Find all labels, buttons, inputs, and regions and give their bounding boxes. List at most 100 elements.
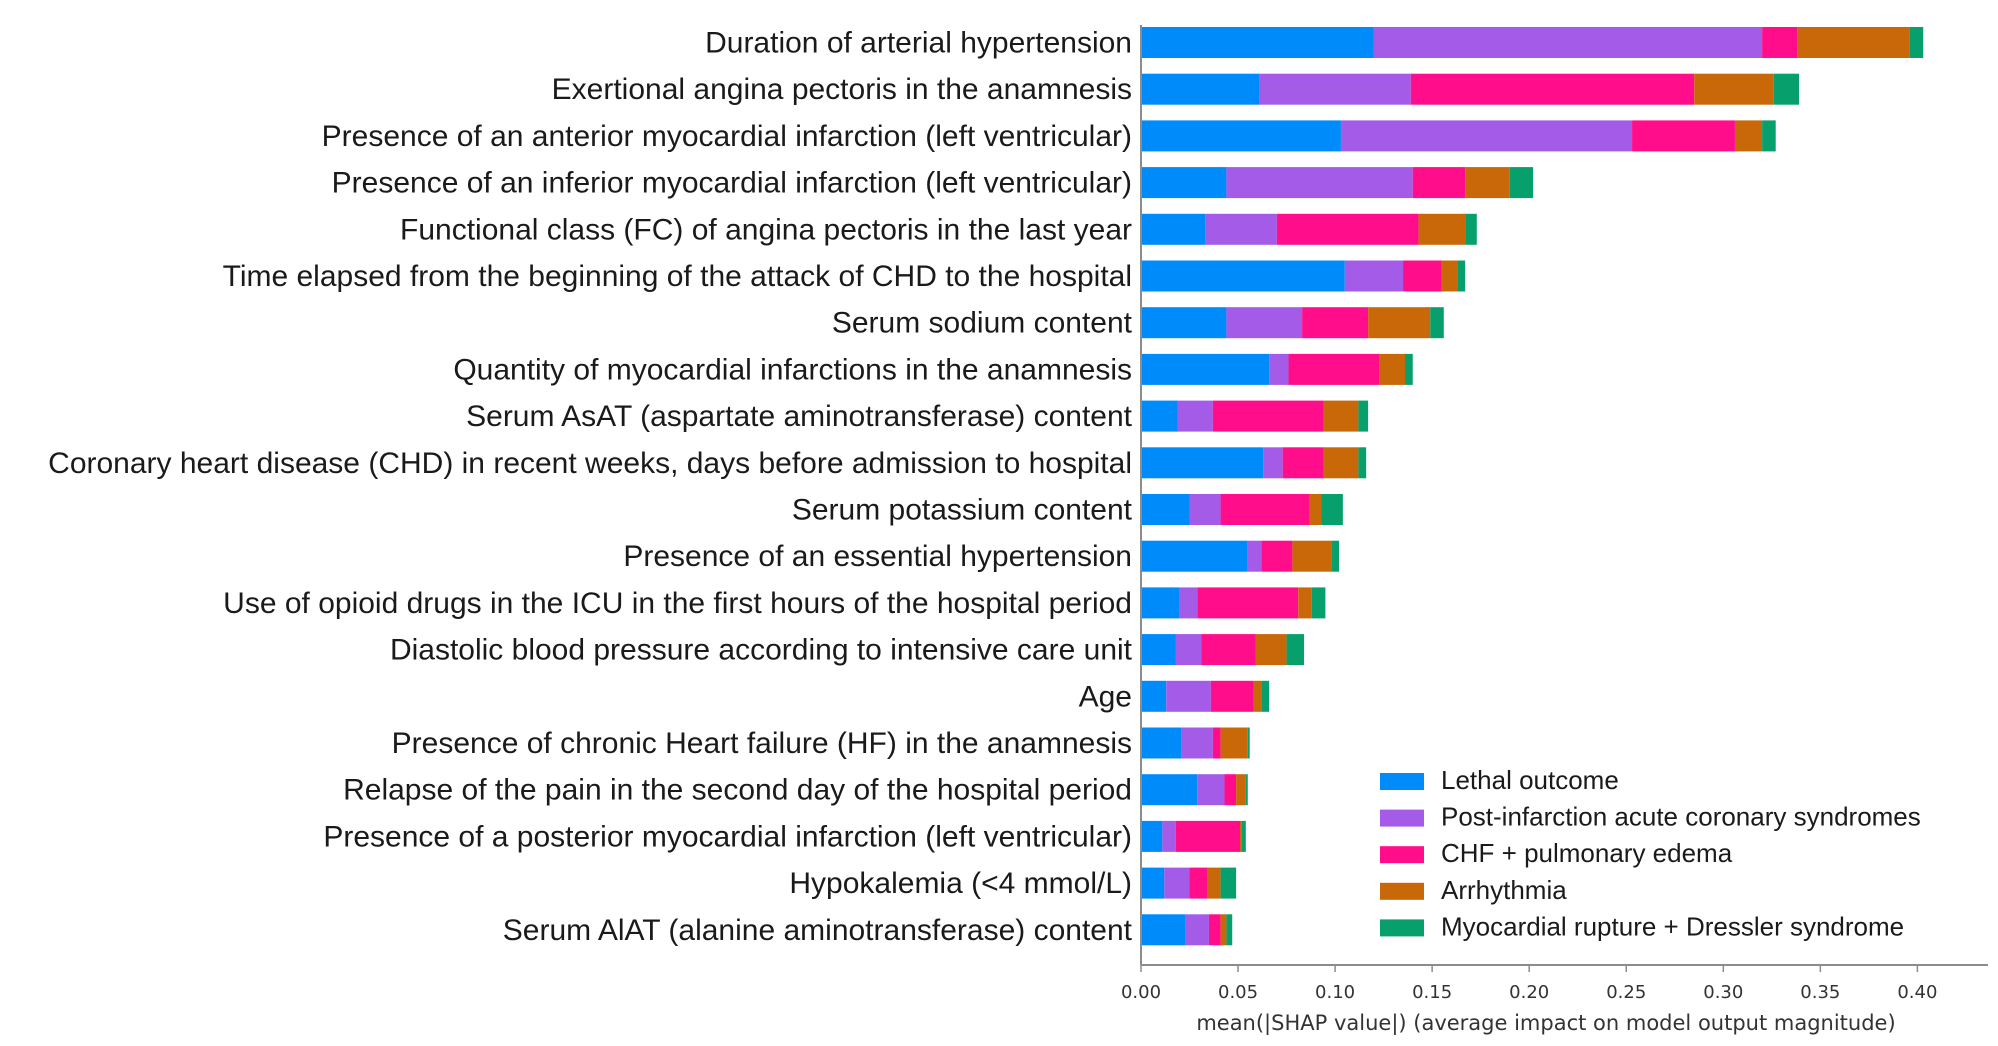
- legend-swatch-arrhythmia: [1380, 882, 1424, 900]
- bar-segment-chf-pulmonary-edema-12: [1261, 540, 1293, 572]
- bar-segment-lethal-outcome-4: [1141, 167, 1227, 199]
- bar-segment-myocardial-rupture-dressler-syndrome-7: [1430, 307, 1444, 339]
- bar-segment-arrhythmia-10: [1323, 447, 1359, 479]
- legend-swatch-post-infarction-acute-coronary-syndromes: [1380, 809, 1424, 827]
- bar-segment-lethal-outcome-15: [1141, 680, 1167, 712]
- bar-segment-myocardial-rupture-dressler-syndrome-14: [1286, 634, 1305, 666]
- bar-segment-arrhythmia-7: [1368, 307, 1431, 339]
- bar-segment-lethal-outcome-6: [1141, 260, 1345, 292]
- bar-segment-arrhythmia-4: [1465, 167, 1510, 199]
- legend-swatch-myocardial-rupture-dressler-syndrome: [1380, 919, 1424, 937]
- legend-label: Post-infarction acute coronary syndromes: [1441, 802, 1921, 832]
- bar-segment-post-infarction-acute-coronary-syndromes-16: [1181, 727, 1213, 759]
- bar-segment-chf-pulmonary-edema-9: [1212, 400, 1324, 432]
- bar-segment-chf-pulmonary-edema-14: [1201, 634, 1256, 666]
- bar-segment-post-infarction-acute-coronary-syndromes-13: [1179, 587, 1198, 619]
- bar-segment-myocardial-rupture-dressler-syndrome-18: [1241, 820, 1246, 852]
- bar-segment-arrhythmia-5: [1418, 213, 1466, 245]
- category-label: Relapse of the pain in the second day of…: [343, 774, 1132, 807]
- bar-segment-post-infarction-acute-coronary-syndromes-19: [1164, 867, 1190, 899]
- x-tick-label: 0.20: [1509, 982, 1549, 1003]
- bar-segment-post-infarction-acute-coronary-syndromes-6: [1344, 260, 1404, 292]
- bar-segment-chf-pulmonary-edema-15: [1210, 680, 1254, 712]
- bar-segment-chf-pulmonary-edema-6: [1403, 260, 1442, 292]
- bar-segment-post-infarction-acute-coronary-syndromes-17: [1197, 774, 1225, 806]
- category-label: Use of opioid drugs in the ICU in the fi…: [223, 587, 1132, 620]
- bar-segment-lethal-outcome-2: [1141, 73, 1260, 105]
- bar-segment-myocardial-rupture-dressler-syndrome-3: [1762, 120, 1776, 152]
- bar-segment-post-infarction-acute-coronary-syndromes-20: [1185, 914, 1209, 946]
- bar-segment-lethal-outcome-1: [1141, 27, 1374, 58]
- bar-segment-post-infarction-acute-coronary-syndromes-14: [1175, 634, 1202, 666]
- bar-segment-myocardial-rupture-dressler-syndrome-19: [1220, 867, 1237, 899]
- bar-segment-chf-pulmonary-edema-5: [1276, 213, 1419, 245]
- category-label: Time elapsed from the beginning of the a…: [223, 260, 1132, 293]
- x-tick-label: 0.10: [1315, 982, 1355, 1003]
- x-tick-label: 0.30: [1703, 982, 1743, 1003]
- bar-segment-lethal-outcome-13: [1141, 587, 1180, 619]
- bar-segment-chf-pulmonary-edema-20: [1208, 914, 1221, 946]
- category-label: Presence of chronic Heart failure (HF) i…: [392, 727, 1132, 760]
- bar-segment-arrhythmia-6: [1441, 260, 1458, 292]
- bar-segment-arrhythmia-17: [1236, 774, 1246, 806]
- bar-segment-myocardial-rupture-dressler-syndrome-17: [1245, 774, 1248, 806]
- bar-segment-arrhythmia-18: [1239, 820, 1242, 852]
- bar-segment-myocardial-rupture-dressler-syndrome-5: [1465, 213, 1477, 245]
- bar-segment-arrhythmia-19: [1206, 867, 1221, 899]
- bar-segment-myocardial-rupture-dressler-syndrome-20: [1226, 914, 1233, 946]
- bar-segment-post-infarction-acute-coronary-syndromes-1: [1373, 27, 1763, 58]
- bar-segment-lethal-outcome-11: [1141, 494, 1190, 525]
- bar-segment-arrhythmia-1: [1797, 27, 1910, 58]
- bar-segment-arrhythmia-9: [1323, 400, 1359, 432]
- bar-segment-lethal-outcome-7: [1141, 307, 1227, 339]
- bar-segment-post-infarction-acute-coronary-syndromes-8: [1269, 353, 1289, 385]
- bar-segment-lethal-outcome-14: [1141, 634, 1176, 666]
- legend: Lethal outcome Post-infarction acute coro…: [1380, 765, 1921, 941]
- bar-segment-myocardial-rupture-dressler-syndrome-11: [1321, 494, 1343, 525]
- bar-segment-myocardial-rupture-dressler-syndrome-6: [1457, 260, 1466, 292]
- bar-segment-arrhythmia-16: [1220, 727, 1248, 759]
- x-axis-ticks: 0.00 0.05 0.10 0.15 0.20 0.25 0.30 0.35 0.40: [1121, 965, 1937, 1003]
- bar-segment-post-infarction-acute-coronary-syndromes-10: [1263, 447, 1283, 479]
- bar-segment-chf-pulmonary-edema-19: [1189, 867, 1207, 899]
- bar-segment-post-infarction-acute-coronary-syndromes-3: [1340, 120, 1633, 152]
- x-tick-label: 0.25: [1606, 982, 1646, 1003]
- category-label: Presence of a posterior myocardial infar…: [323, 820, 1132, 853]
- bar-segment-chf-pulmonary-edema-4: [1412, 167, 1466, 199]
- x-tick-label: 0.05: [1218, 982, 1258, 1003]
- category-label: Hypokalemia (<4 mmol/L): [789, 867, 1132, 900]
- legend-label: Lethal outcome: [1441, 765, 1619, 795]
- bars-group: [1141, 27, 1924, 946]
- bar-segment-arrhythmia-11: [1309, 494, 1322, 525]
- category-label: Coronary heart disease (CHD) in recent w…: [48, 447, 1132, 480]
- bar-segment-myocardial-rupture-dressler-syndrome-13: [1311, 587, 1326, 619]
- bar-segment-chf-pulmonary-edema-18: [1175, 820, 1240, 852]
- bar-segment-myocardial-rupture-dressler-syndrome-8: [1404, 353, 1413, 385]
- bar-segment-arrhythmia-14: [1255, 634, 1287, 666]
- bar-segment-arrhythmia-15: [1253, 680, 1262, 712]
- bar-segment-post-infarction-acute-coronary-syndromes-9: [1177, 400, 1213, 432]
- x-tick-label: 0.15: [1412, 982, 1452, 1003]
- bar-segment-arrhythmia-8: [1379, 353, 1405, 385]
- legend-label: Myocardial rupture + Dressler syndrome: [1441, 911, 1904, 941]
- bar-segment-lethal-outcome-3: [1141, 120, 1341, 152]
- bar-segment-lethal-outcome-17: [1141, 774, 1198, 806]
- bar-segment-post-infarction-acute-coronary-syndromes-7: [1226, 307, 1303, 339]
- bar-segment-chf-pulmonary-edema-1: [1762, 27, 1798, 58]
- category-label: Diastolic blood pressure according to in…: [390, 634, 1133, 667]
- category-label: Presence of an anterior myocardial infar…: [322, 120, 1132, 153]
- bar-segment-lethal-outcome-12: [1141, 540, 1248, 572]
- bar-segment-arrhythmia-12: [1292, 540, 1332, 572]
- category-label: Duration of arterial hypertension: [705, 27, 1132, 60]
- category-label: Serum potassium content: [792, 494, 1133, 527]
- category-labels: Duration of arterial hypertension Exertio…: [48, 27, 1133, 947]
- bar-segment-myocardial-rupture-dressler-syndrome-15: [1261, 680, 1270, 712]
- bar-segment-chf-pulmonary-edema-7: [1302, 307, 1369, 339]
- bar-segment-myocardial-rupture-dressler-syndrome-2: [1773, 73, 1799, 105]
- bar-segment-chf-pulmonary-edema-17: [1224, 774, 1237, 806]
- bar-segment-lethal-outcome-18: [1141, 820, 1163, 852]
- bar-segment-myocardial-rupture-dressler-syndrome-16: [1247, 727, 1250, 759]
- category-label: Presence of an inferior myocardial infar…: [332, 167, 1132, 200]
- category-label: Serum AlAT (alanine aminotransferase) co…: [503, 914, 1133, 947]
